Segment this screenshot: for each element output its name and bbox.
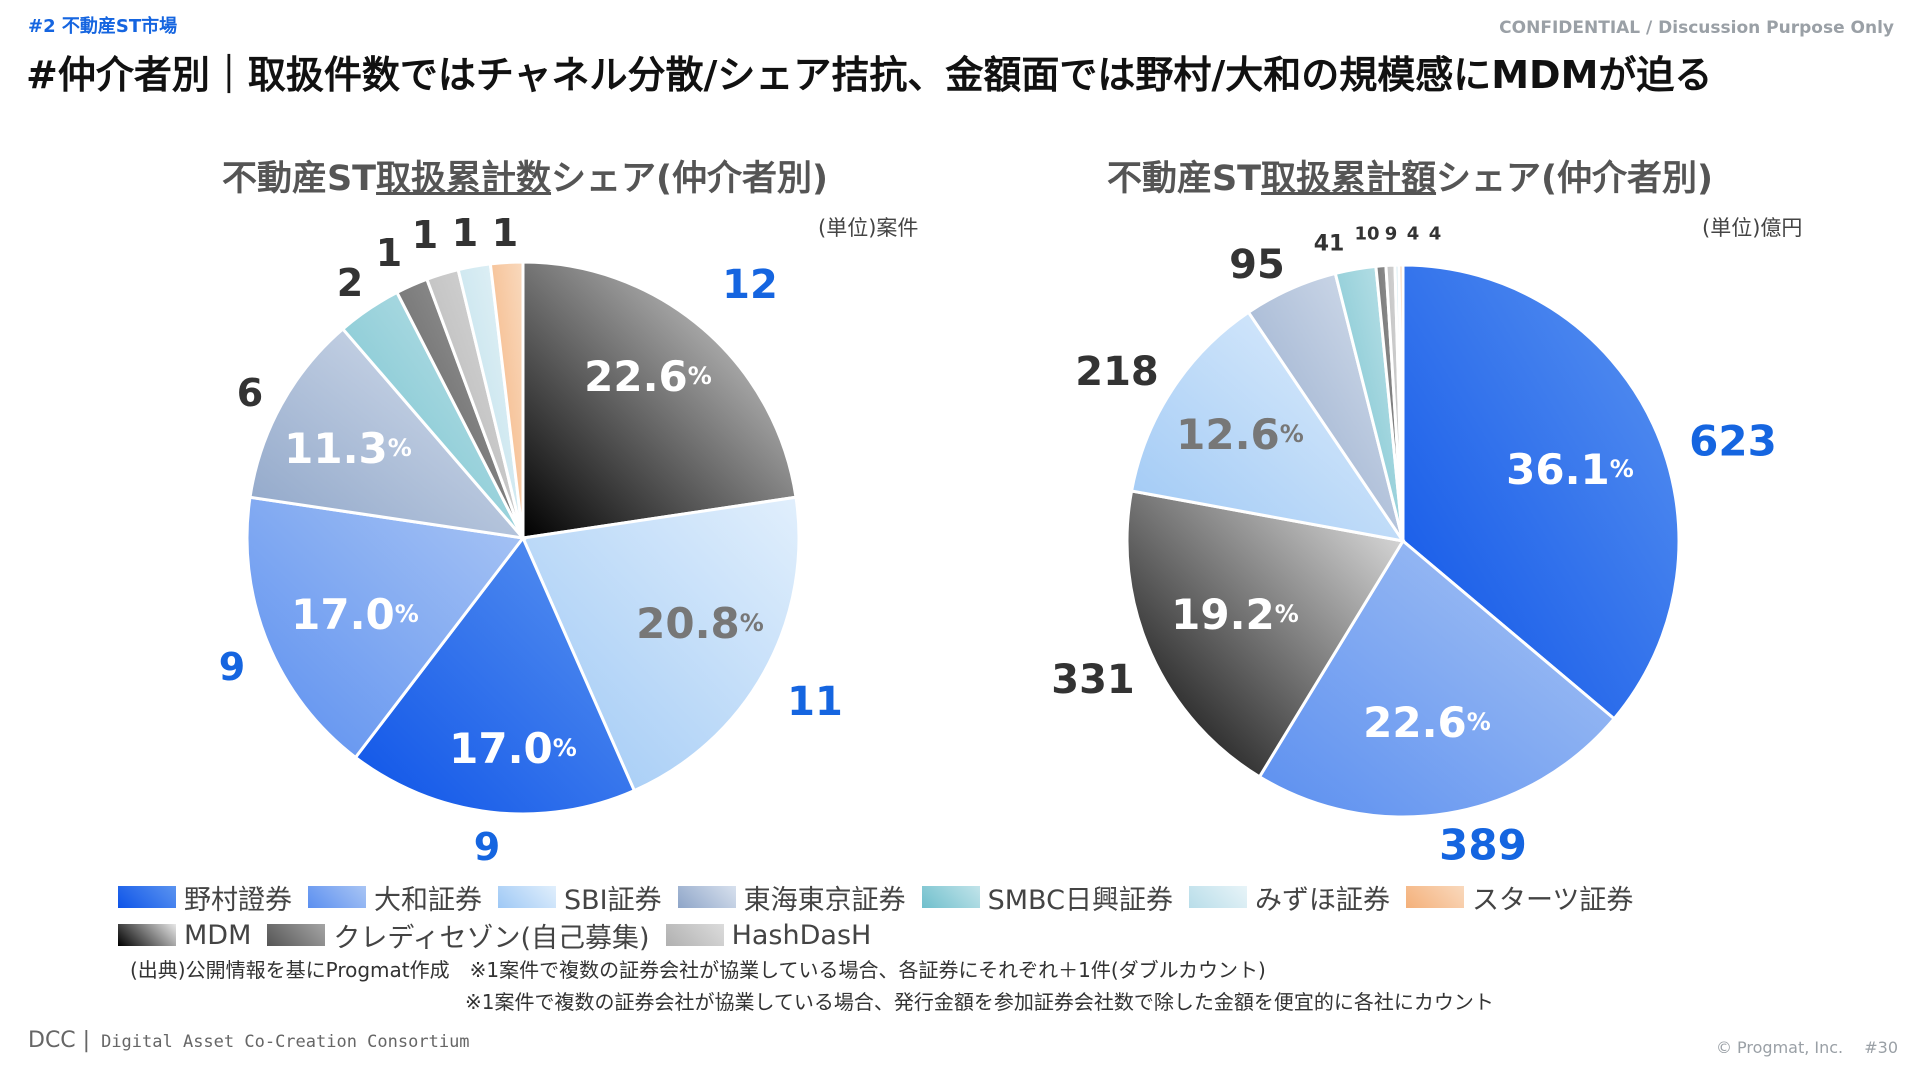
pie-value-label: 95 — [1229, 242, 1285, 288]
legend-row: MDM クレディセゾン(自己募集) HashDasH — [118, 916, 1678, 954]
pie-value-label: 4 — [1407, 224, 1420, 245]
pie-slice — [1401, 263, 1681, 721]
pie-slice — [1129, 310, 1407, 544]
pie-value-label: 331 — [1051, 657, 1135, 703]
chart-title-amount-part3: シェア(仲介者別) — [1436, 159, 1714, 199]
pie-percent-label: 22.6% — [584, 352, 712, 401]
legend-swatch — [118, 924, 176, 946]
legend-item: 東海東京証券 — [677, 878, 906, 917]
pie-percent-label: 19.2% — [1171, 590, 1299, 639]
pie-value-label: 389 — [1439, 821, 1527, 870]
pie-value-label: 1 — [492, 211, 518, 255]
legend-item: SBI証券 — [498, 878, 662, 917]
legend-label: クレディセゾン(自己募集) — [333, 922, 650, 954]
pie-slice — [520, 495, 801, 793]
pie-slice — [248, 326, 527, 541]
pie-slice — [1125, 489, 1406, 779]
pie-value-label: 9 — [474, 825, 500, 869]
legend-swatch — [665, 924, 724, 946]
confidential-label: CONFIDENTIAL / Discussion Purpose Only — [1499, 18, 1894, 38]
legend-swatch — [118, 886, 176, 908]
pie-percent-label: 20.8% — [636, 599, 764, 648]
legend-item: スターツ証券 — [1405, 878, 1634, 917]
legend-swatch — [1405, 886, 1464, 908]
legend-swatch — [267, 924, 326, 946]
legend-swatch — [308, 886, 366, 908]
pie-slice — [1397, 263, 1405, 542]
legend-row: 野村證券 大和証券 SBI証券 東海東京証券 SMBC日興証券 みずほ証券 スターツ証券 — [118, 878, 1678, 916]
pie-value-label: 11 — [787, 679, 843, 725]
pie-percent-label: 17.0% — [449, 724, 577, 773]
chart-unit-amount: (単位)億円 — [1702, 216, 1803, 240]
pie-slice — [521, 260, 798, 540]
footer-logo-subtitle: Digital Asset Co-Creation Consortium — [101, 1032, 470, 1052]
chart-title-count-part3: シェア(仲介者別) — [551, 159, 829, 199]
chart-title-count-part1: 不動産ST — [221, 159, 377, 199]
legend-swatch — [921, 886, 980, 908]
legend-label: MDM — [184, 919, 252, 951]
legend-item: MDM — [118, 920, 251, 951]
pie-value-label: 623 — [1689, 417, 1777, 466]
chart-unit-count: (単位)案件 — [818, 216, 919, 240]
pie-slice — [488, 260, 525, 539]
pie-slice — [245, 495, 526, 760]
legend-label: みずほ証券 — [1254, 884, 1390, 916]
pie-value-label: 6 — [237, 371, 263, 415]
chart-title-count-part2: 取扱累計数 — [376, 159, 552, 199]
pie-value-label: 1 — [376, 231, 402, 275]
chart-title-count: 不動産ST取扱累計数シェア(仲介者別) — [215, 150, 835, 201]
section-tag: #2 不動産ST市場 — [28, 16, 178, 37]
legend-label: スターツ証券 — [1471, 884, 1634, 916]
legend-item: 野村證券 — [118, 878, 292, 917]
copyright: © Progmat, Inc. #30 — [1715, 1038, 1898, 1057]
legend-item: 大和証券 — [308, 878, 482, 917]
pie-percent-label: 12.6% — [1176, 410, 1304, 459]
legend-label: SMBC日興証券 — [987, 884, 1173, 916]
pie-value-label: 9 — [1385, 224, 1398, 245]
chart-title-amount-part2: 取扱累計額 — [1261, 159, 1437, 199]
pie-value-label: 12 — [722, 262, 778, 308]
footer-logo: DCC | Digital Asset Co-Creation Consorti… — [28, 1028, 470, 1053]
pie-value-label: 1 — [452, 211, 478, 255]
pie-slice — [353, 535, 637, 816]
chart-title-amount: 不動産ST取扱累計額シェア(仲介者別) — [1100, 150, 1720, 201]
pie-value-label: 2 — [337, 261, 363, 305]
pie-percent-label: 17.0% — [291, 590, 419, 639]
source-note: (出典)公開情報を基にProgmat作成 ※1案件で複数の証券会社が協業している… — [130, 958, 1266, 982]
pie-value-label: 10 — [1354, 224, 1379, 245]
legend-item: みずほ証券 — [1188, 878, 1390, 917]
legend-label: 東海東京証券 — [743, 884, 906, 916]
legend-swatch — [1188, 886, 1247, 908]
pie-value-label: 1 — [412, 213, 438, 257]
legend-label: HashDasH — [731, 919, 872, 951]
legend: 野村證券 大和証券 SBI証券 東海東京証券 SMBC日興証券 みずほ証券 スターツ証券 M… — [118, 878, 1678, 954]
amount-note: ※1案件で複数の証券会社が協業している場合、発行金額を参加証券会社数で除した金額… — [465, 990, 1494, 1014]
page-title: #仲介者別｜取扱件数ではチャネル分散/シェア拮抗、金額面では野村/大和の規模感に… — [26, 53, 1713, 97]
pie-percent-label: 11.3% — [284, 424, 412, 473]
pie-slice — [1257, 538, 1617, 819]
chart-title-amount-part1: 不動産ST — [1106, 159, 1262, 199]
legend-item: SMBC日興証券 — [921, 878, 1173, 917]
pie-percent-label: 36.1% — [1506, 445, 1634, 494]
legend-label: SBI証券 — [564, 884, 662, 916]
pie-value-label: 41 — [1314, 232, 1345, 257]
legend-item: クレディセゾン(自己募集) — [267, 916, 650, 955]
pie-value-label: 9 — [219, 645, 245, 689]
pie-percent-label: 22.6% — [1363, 698, 1491, 747]
legend-swatch — [498, 886, 556, 908]
pie-value-label: 4 — [1429, 224, 1442, 245]
legend-label: 大和証券 — [374, 884, 482, 916]
footer-logo-text: DCC — [28, 1028, 76, 1053]
pie-value-label: 218 — [1075, 349, 1159, 395]
legend-swatch — [677, 886, 736, 908]
legend-label: 野村證券 — [184, 884, 292, 916]
legend-item: HashDasH — [665, 919, 872, 951]
